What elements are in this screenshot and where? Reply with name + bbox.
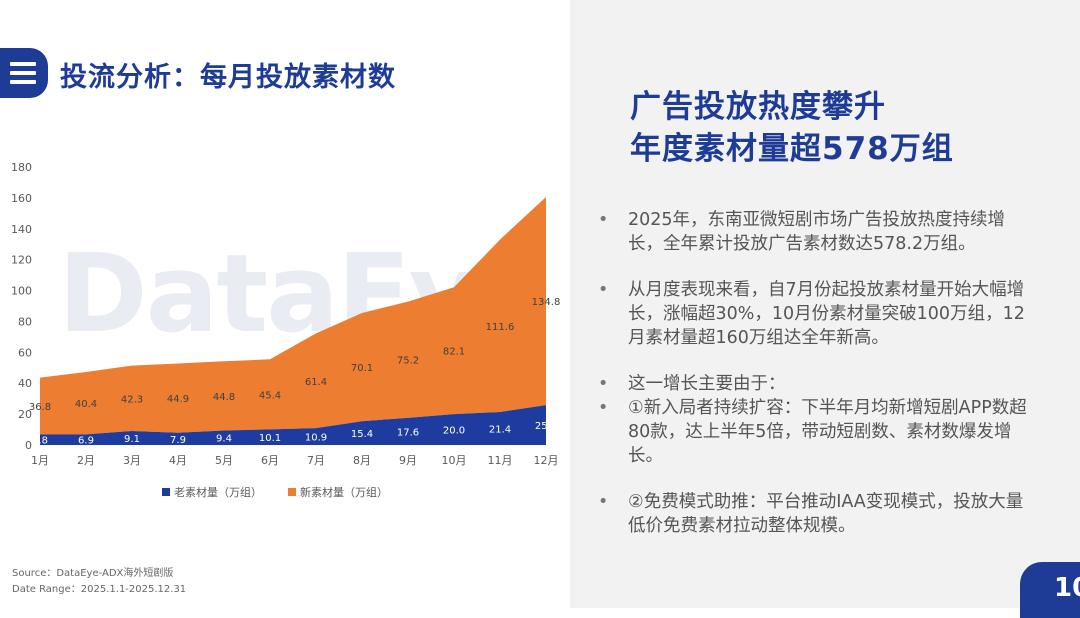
data-label-new: 44.8 <box>213 392 235 403</box>
data-label-new: 40.4 <box>75 399 97 410</box>
headline: 广告投放热度攀升 年度素材量超578万组 <box>630 86 954 170</box>
x-tick-label: 6月 <box>261 454 279 467</box>
x-tick-label: 4月 <box>169 454 187 467</box>
data-label-new: 70.1 <box>351 363 373 374</box>
data-label-new: 134.8 <box>532 297 561 308</box>
y-tick-label: 20 <box>18 408 32 421</box>
bullet-item: ②免费模式助推：平台推动IAA变现模式，投放大量低价免费素材拉动整体规模。 <box>598 490 1038 538</box>
x-tick-label: 7月 <box>307 454 325 467</box>
legend-label-new: 新素材量（万组） <box>300 485 388 499</box>
data-label-old: 21.4 <box>489 424 511 435</box>
data-label-old: 6.8 <box>32 436 48 447</box>
data-label-new: 82.1 <box>443 347 465 358</box>
x-tick-label: 8月 <box>353 454 371 467</box>
bullet-item: 这一增长主要由于： <box>598 372 1038 396</box>
legend-swatch-old <box>162 488 170 496</box>
x-tick-label: 12月 <box>534 454 559 467</box>
data-label-new: 75.2 <box>397 356 419 367</box>
data-label-new: 61.4 <box>305 377 327 388</box>
source-note: Source：DataEye-ADX海外短剧版 Date Range：2025.… <box>12 566 186 598</box>
bullet-list: 2025年，东南亚微短剧市场广告投放热度持续增长，全年累计投放广告素材数达578… <box>598 208 1038 538</box>
data-label-old: 9.4 <box>216 434 232 445</box>
series-area-old <box>40 405 546 445</box>
menu-icon <box>10 62 36 84</box>
y-tick-label: 100 <box>11 285 32 298</box>
data-label-old: 9.1 <box>124 434 140 445</box>
chart-panel: 投流分析：每月投放素材数 DataEye 0 20 40 60 80 100 120 140 1… <box>0 48 561 598</box>
data-label-old: 15.4 <box>351 429 373 440</box>
x-tick-label: 1月 <box>31 454 49 467</box>
data-label-old: 10.9 <box>305 433 327 444</box>
stacked-area-chart: 0 20 40 60 80 100 120 140 160 180 1月 2月 3月 4月 5月 6月 7月 8月… <box>11 161 561 499</box>
headline-line-2: 年度素材量超578万组 <box>630 131 954 167</box>
data-label-new: 42.3 <box>121 394 143 405</box>
date-range-line: Date Range：2025.1.1-2025.12.31 <box>12 584 187 595</box>
data-label-old: 20.0 <box>443 426 465 437</box>
page-number-badge: 10 <box>1020 562 1080 618</box>
data-label-new: 44.9 <box>167 394 189 405</box>
data-label-new: 45.4 <box>259 390 281 401</box>
y-tick-label: 40 <box>18 377 32 390</box>
x-tick-label: 5月 <box>215 454 233 467</box>
data-label-new: 36.8 <box>29 402 51 413</box>
y-tick-label: 0 <box>25 439 32 452</box>
page-number: 10 <box>1054 573 1080 603</box>
y-tick-label: 140 <box>11 223 32 236</box>
y-tick-label: 180 <box>11 161 32 174</box>
legend-swatch-new <box>288 488 296 496</box>
data-label-old: 25.8 <box>535 421 557 432</box>
y-tick-label: 120 <box>11 254 32 267</box>
data-label-old: 17.6 <box>397 427 419 438</box>
source-line: Source：DataEye-ADX海外短剧版 <box>12 568 174 579</box>
x-tick-label: 2月 <box>77 454 95 467</box>
x-tick-label: 3月 <box>123 454 141 467</box>
data-label-new: 111.6 <box>486 322 515 333</box>
x-tick-label: 9月 <box>399 454 417 467</box>
bullet-item: ①新入局者持续扩容：下半年月均新增短剧APP数超80款，达上半年5倍，带动短剧数… <box>598 396 1038 468</box>
page-title: 投流分析：每月投放素材数 <box>60 62 396 93</box>
headline-line-1: 广告投放热度攀升 <box>630 89 886 125</box>
x-tick-label: 11月 <box>488 454 513 467</box>
y-tick-label: 160 <box>11 192 32 205</box>
x-tick-label: 10月 <box>442 454 467 467</box>
y-tick-label: 60 <box>18 346 32 359</box>
data-label-old: 10.1 <box>259 433 281 444</box>
bullet-item: 2025年，东南亚微短剧市场广告投放热度持续增长，全年累计投放广告素材数达578… <box>598 208 1038 256</box>
series-area-new <box>40 196 546 435</box>
y-tick-label: 80 <box>18 315 32 328</box>
bullet-item: 从月度表现来看，自7月份起投放素材量开始大幅增长，涨幅超30%，10月份素材量突… <box>598 278 1038 350</box>
legend-label-old: 老素材量（万组） <box>174 485 262 499</box>
data-label-old: 7.9 <box>170 435 186 446</box>
data-label-old: 6.9 <box>78 436 94 447</box>
section-badge <box>0 48 48 98</box>
